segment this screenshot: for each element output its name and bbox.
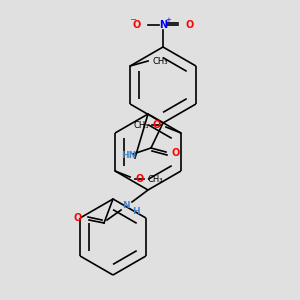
Text: O: O xyxy=(133,20,141,30)
Text: HN: HN xyxy=(122,152,136,160)
Text: CH₃: CH₃ xyxy=(152,56,168,65)
Text: +: + xyxy=(165,17,171,23)
Text: O: O xyxy=(153,120,161,130)
Text: CH₃: CH₃ xyxy=(134,121,149,130)
Text: CH₃: CH₃ xyxy=(147,175,163,184)
Text: −: − xyxy=(130,16,136,25)
Text: O: O xyxy=(74,213,82,223)
Text: O: O xyxy=(185,20,193,30)
Text: O: O xyxy=(135,174,143,184)
Text: N: N xyxy=(159,20,167,30)
Text: O: O xyxy=(171,148,179,158)
Text: N: N xyxy=(122,200,130,209)
Text: H: H xyxy=(132,206,140,215)
